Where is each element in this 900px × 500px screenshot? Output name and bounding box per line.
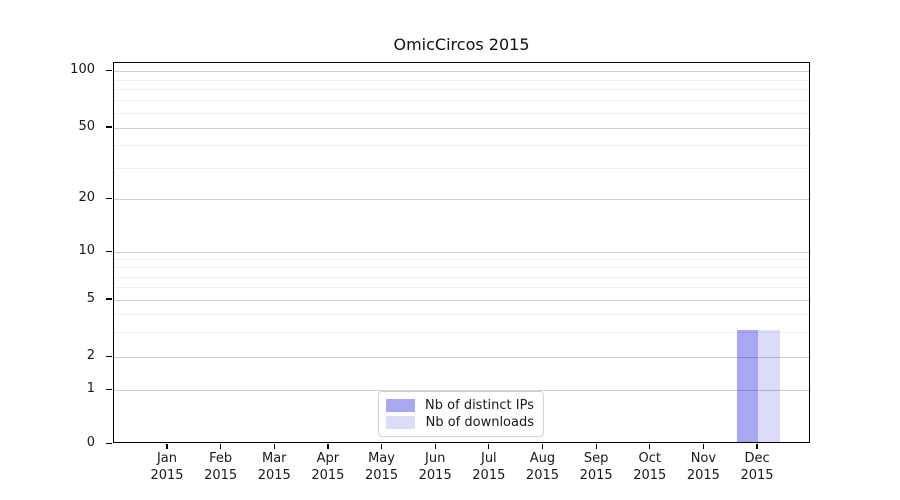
y-tick-mark <box>106 197 112 199</box>
gridline-major <box>114 252 809 253</box>
x-tick-year: 2015 <box>365 468 399 483</box>
chart-title: OmicCircos 2015 <box>393 35 530 54</box>
legend: Nb of distinct IPs Nb of downloads <box>378 391 544 437</box>
x-tick-mark <box>434 444 436 449</box>
x-tick-year: 2015 <box>686 468 720 483</box>
x-tick-month: Jul <box>480 451 497 466</box>
gridline-minor <box>114 145 809 147</box>
plot-area <box>113 62 810 443</box>
x-tick-month: Apr <box>316 451 340 466</box>
x-tick-label: Jan 2015 <box>139 450 195 484</box>
legend-label-downloads: Nb of downloads <box>425 415 534 430</box>
legend-label-distinct-ips: Nb of distinct IPs <box>425 398 534 413</box>
bar-nb-of-distinct-ips-dec-2015 <box>736 329 759 442</box>
gridline-major <box>114 357 809 359</box>
gridline-major <box>114 299 809 301</box>
x-tick-label: Oct 2015 <box>622 450 678 484</box>
x-tick-label: Aug 2015 <box>514 450 570 484</box>
x-tick-year: 2015 <box>633 468 667 483</box>
y-tick-mark <box>106 388 112 390</box>
x-tick-month: Aug <box>529 451 556 466</box>
x-tick-label: Sep 2015 <box>568 450 624 484</box>
gridline-major <box>114 390 809 391</box>
x-tick-month: Jan <box>156 451 178 466</box>
x-tick-year: 2015 <box>579 468 613 483</box>
x-tick-mark <box>541 444 544 449</box>
bar-nb-of-downloads-dec-2015 <box>758 329 780 442</box>
y-tick-label: 50 <box>78 118 95 134</box>
x-tick-month: Mar <box>262 451 287 466</box>
x-tick-mark <box>595 444 597 449</box>
x-tick-label: Dec 2015 <box>729 450 785 484</box>
x-tick-year: 2015 <box>740 468 774 483</box>
gridline-minor <box>114 89 809 91</box>
gridline-major <box>114 127 809 129</box>
x-tick-year: 2015 <box>204 468 238 483</box>
x-tick-mark <box>166 444 168 449</box>
gridline-minor <box>114 267 809 269</box>
x-tick-label: Feb 2015 <box>193 450 249 484</box>
gridline-minor <box>114 287 809 289</box>
x-tick-year: 2015 <box>525 468 560 483</box>
y-tick-mark <box>106 442 112 444</box>
y-tick-mark <box>106 126 112 128</box>
x-tick-label: Mar 2015 <box>246 450 302 484</box>
gridline-minor <box>114 79 809 81</box>
y-tick-label: 100 <box>70 62 95 77</box>
gridline-minor <box>114 100 809 102</box>
y-tick-label: 2 <box>86 348 95 364</box>
y-tick-mark <box>106 355 112 357</box>
x-tick-label: Jun 2015 <box>407 450 463 484</box>
x-tick-month: Nov <box>690 451 717 466</box>
x-tick-label: Apr 2015 <box>300 450 356 484</box>
x-tick-year: 2015 <box>257 468 291 483</box>
legend-item-distinct-ips: Nb of distinct IPs <box>386 397 534 414</box>
x-tick-year: 2015 <box>311 468 345 483</box>
x-tick-mark <box>273 444 275 449</box>
gridline-minor <box>114 313 809 315</box>
y-tick-mark <box>106 298 112 300</box>
legend-item-downloads: Nb of downloads <box>386 414 534 431</box>
x-tick-label: Jul 2015 <box>461 450 517 484</box>
gridline-minor <box>114 259 809 261</box>
x-tick-mark <box>488 444 490 449</box>
y-tick-label: 1 <box>86 381 95 396</box>
x-tick-mark <box>327 444 329 449</box>
x-tick-month: Oct <box>638 451 661 466</box>
x-tick-mark <box>756 444 758 449</box>
gridline-major <box>114 71 809 72</box>
y-tick-label: 10 <box>78 243 95 258</box>
x-tick-month: Feb <box>209 451 233 466</box>
x-tick-mark <box>220 444 222 449</box>
x-tick-year: 2015 <box>418 468 452 483</box>
x-tick-mark <box>702 444 704 449</box>
legend-swatch-distinct-ips <box>386 399 415 412</box>
y-tick-mark <box>106 69 112 71</box>
x-tick-year: 2015 <box>150 468 184 483</box>
gridline-minor <box>114 276 809 278</box>
gridline-minor <box>114 167 809 169</box>
x-tick-label: Nov 2015 <box>675 450 731 484</box>
x-tick-mark <box>380 444 383 449</box>
gridline-minor <box>114 113 809 114</box>
x-tick-month: Sep <box>583 451 609 466</box>
x-tick-mark <box>649 444 651 449</box>
x-tick-year: 2015 <box>472 468 506 483</box>
x-tick-month: Dec <box>744 451 770 466</box>
y-tick-label: 5 <box>86 290 95 306</box>
gridline-minor <box>114 331 809 333</box>
gridline-major <box>114 199 809 201</box>
y-tick-mark <box>106 250 112 252</box>
y-tick-label: 20 <box>78 190 95 206</box>
x-tick-month: Jun <box>425 451 446 466</box>
y-tick-label: 0 <box>86 435 95 450</box>
legend-swatch-downloads <box>386 416 415 429</box>
x-tick-label: May 2015 <box>354 450 410 484</box>
x-tick-month: May <box>368 451 395 466</box>
